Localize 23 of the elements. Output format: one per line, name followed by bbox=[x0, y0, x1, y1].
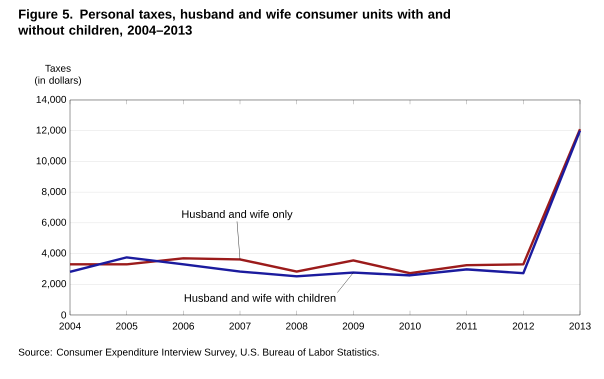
y-tick-label: 8,000 bbox=[42, 188, 66, 196]
y-tick-label: 4,000 bbox=[42, 249, 66, 258]
x-tick-label: 2012 bbox=[512, 322, 534, 330]
x-tick-label: 2009 bbox=[342, 322, 364, 330]
y-tick-label: 0 bbox=[61, 311, 66, 319]
y-tick-label: 2,000 bbox=[42, 280, 66, 288]
annotation: Husband and wife only bbox=[182, 210, 293, 220]
y-tick-label: 12,000 bbox=[36, 126, 66, 135]
x-tick-label: 2008 bbox=[286, 322, 308, 330]
y-tick-label: 10,000 bbox=[36, 157, 66, 166]
x-tick-label: 2010 bbox=[399, 322, 421, 330]
x-tick-label: 2006 bbox=[172, 322, 194, 330]
x-tick-label: 2004 bbox=[59, 322, 81, 330]
x-tick-label: 2011 bbox=[456, 322, 477, 330]
source-note: Source: Consumer Expenditure Interview Survey, U.S. Bureau of Labor Statistics. bbox=[18, 348, 379, 358]
y-tick-label: 14,000 bbox=[36, 96, 66, 104]
x-tick-label: 2007 bbox=[229, 322, 251, 330]
x-tick-label: 2005 bbox=[116, 322, 138, 330]
y-axis-title: Taxes (in dollars) bbox=[35, 64, 81, 86]
x-tick-label: 2013 bbox=[569, 322, 591, 330]
y-tick-label: 6,000 bbox=[42, 218, 66, 227]
chart-title: Figure 5. Personal taxes, husband and wife consumer units with and without children, 2004–2013 bbox=[18, 9, 450, 37]
annotation: Husband and wife with children bbox=[184, 294, 336, 302]
